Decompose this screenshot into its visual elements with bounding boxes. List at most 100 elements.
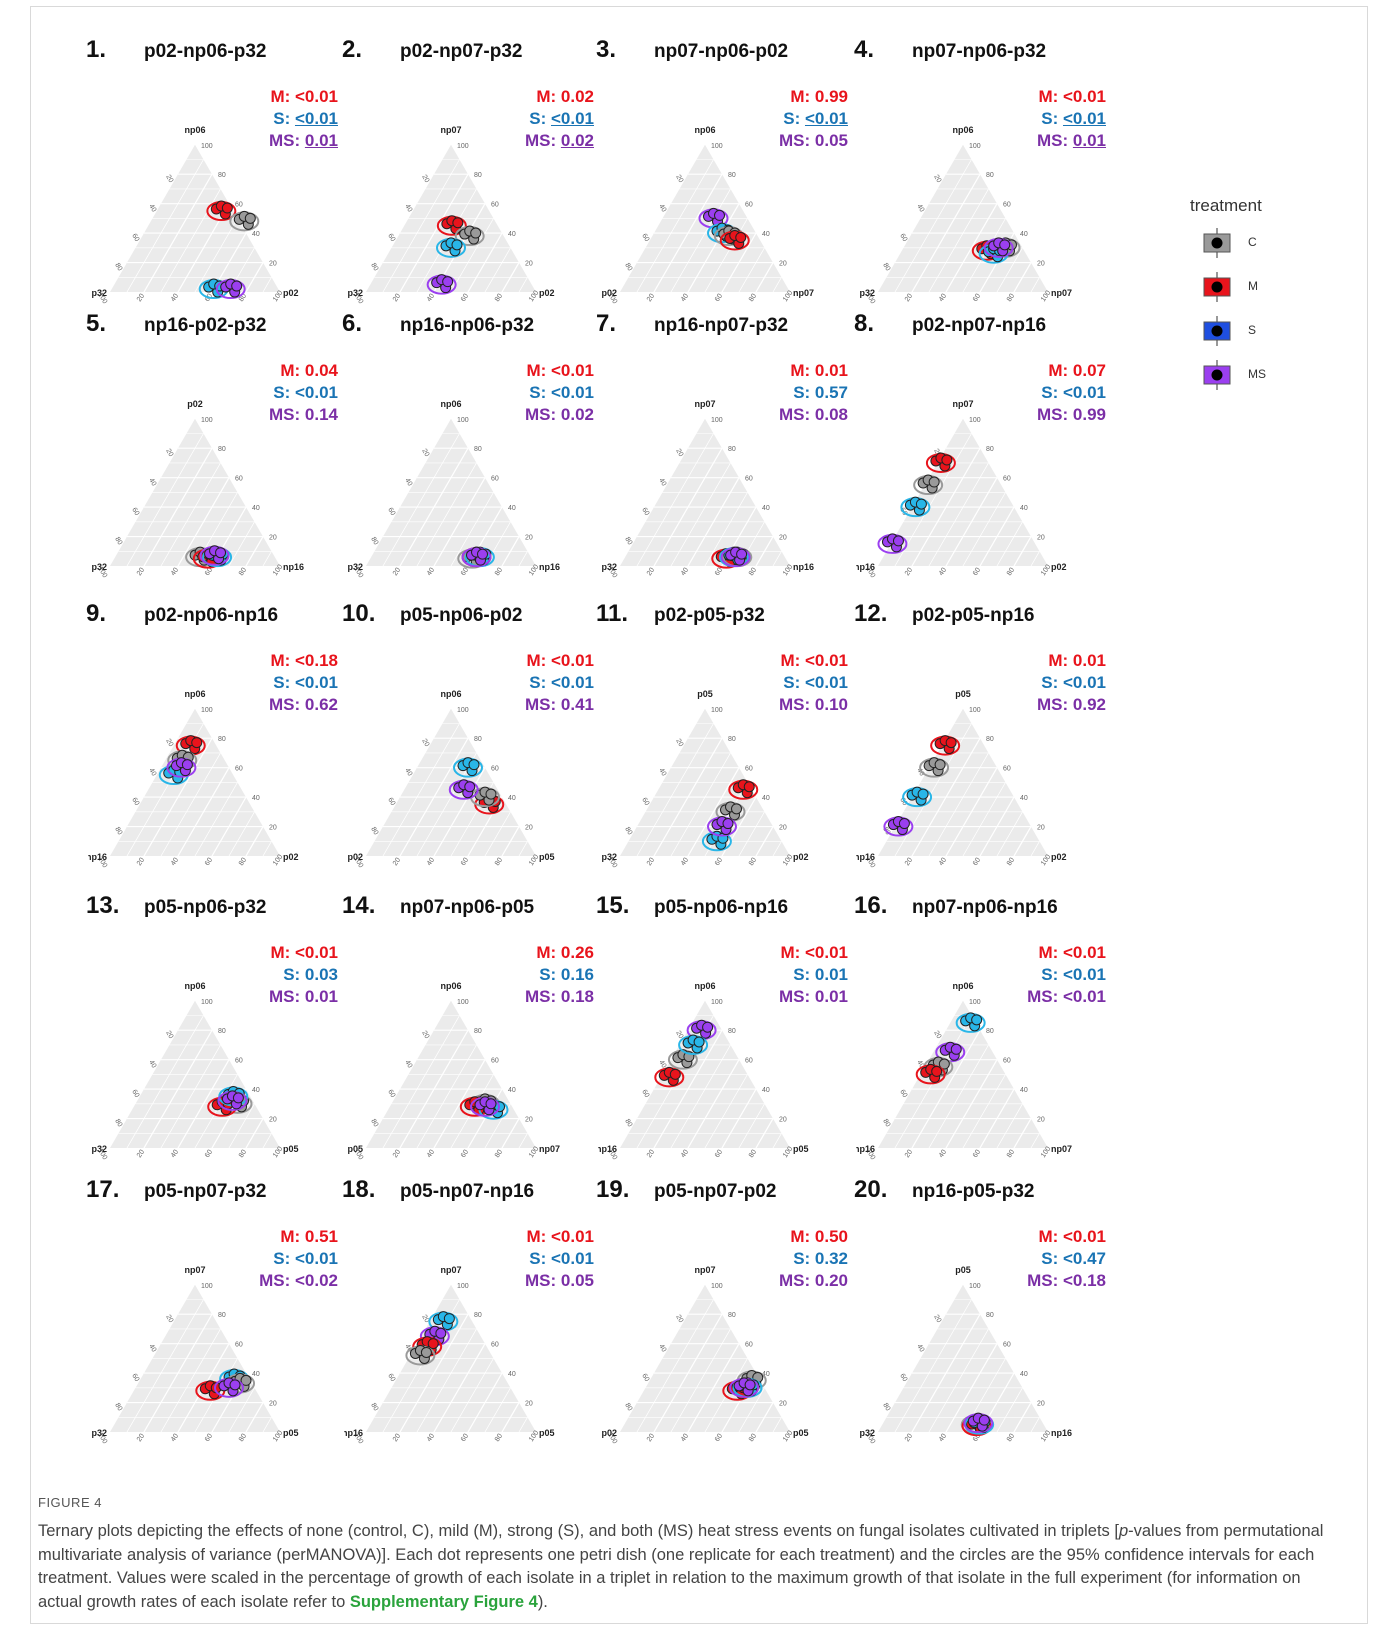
p-value-ms-text: MS: 0.02: [525, 405, 594, 424]
tick-label: 20: [1037, 825, 1045, 832]
grid-line: [518, 1133, 528, 1149]
legend-label: S: [1248, 323, 1257, 337]
grid-line: [399, 447, 469, 567]
p-value-m-text: M: <0.01: [1038, 943, 1106, 962]
permanova-stats: M: <0.01 S: <0.01 MS: 0.41: [525, 650, 594, 716]
tick-label: 40: [657, 203, 667, 213]
ternary-panel: 13. p05-np06-p32 M: <0.01 S: 0.03 MS: 0.01 20…: [86, 892, 338, 1178]
p-value-m: M: 0.01: [1037, 650, 1106, 672]
grid-line: [996, 247, 1023, 293]
tick-label: 20: [646, 293, 656, 303]
p-value-s: S: <0.01: [259, 1248, 338, 1270]
replicate-dot: [244, 212, 256, 224]
tick-label: 40: [657, 767, 667, 777]
grid-line: [721, 1088, 757, 1149]
tick-label: 20: [932, 1030, 942, 1040]
tick-label: 60: [235, 202, 243, 209]
p-value-m: M: <0.01: [1037, 86, 1106, 108]
grid-line: [484, 1103, 511, 1149]
panel-title: np07-np06-p32: [912, 41, 1047, 62]
tick-label: 40: [508, 795, 516, 802]
tick-label: 100: [352, 1432, 364, 1446]
grid-line: [1013, 262, 1032, 293]
vertex-label-right: np16: [793, 562, 814, 572]
p-value-ms: MS: 0.20: [779, 1270, 848, 1292]
tick-label: 60: [714, 293, 724, 303]
p-value-s: S: <0.01: [779, 108, 848, 130]
p-value-s-value: <0.01: [1062, 109, 1106, 128]
tick-label: 60: [640, 797, 650, 807]
tick-label: 40: [1020, 1087, 1028, 1094]
grid-line: [399, 1029, 469, 1149]
tick-label: 20: [525, 825, 533, 832]
tick-label: 40: [508, 505, 516, 512]
grid-line: [177, 203, 230, 293]
tick-label: 60: [460, 1433, 470, 1443]
tick-label: 40: [252, 1371, 260, 1378]
p-value-ms-text: MS: <0.01: [1027, 987, 1106, 1006]
replicate-dot: [941, 454, 953, 466]
tick-label: 100: [352, 856, 364, 870]
tick-label: 100: [711, 417, 723, 424]
p-value-m: M: <0.01: [525, 650, 594, 672]
tick-label: 80: [881, 1118, 891, 1128]
tick-label: 20: [904, 1433, 914, 1443]
tick-label: 20: [779, 261, 787, 268]
vertex-label-left: p32: [347, 562, 363, 572]
tick-label: 80: [623, 262, 633, 272]
tick-label: 80: [238, 1433, 248, 1443]
tick-label: 40: [508, 1371, 516, 1378]
tick-label: 20: [779, 535, 787, 542]
tick-label: 100: [606, 566, 618, 580]
grid-line: [450, 492, 494, 567]
vertex-label-top: np06: [952, 125, 973, 135]
tick-label: 100: [606, 292, 618, 306]
replicate-dot: [743, 781, 755, 793]
tick-label: 40: [403, 767, 413, 777]
grid-line: [911, 173, 981, 293]
vertex-label-top: np06: [440, 981, 461, 991]
panel-number: 16.: [854, 892, 888, 919]
tick-label: 100: [457, 143, 469, 150]
grid-line: [143, 737, 213, 857]
tick-label: 100: [969, 999, 981, 1006]
tick-label: 40: [170, 293, 180, 303]
tick-label: 60: [491, 766, 499, 773]
p-value-m: M: 0.04: [269, 360, 338, 382]
tick-label: 40: [170, 857, 180, 867]
permanova-stats: M: 0.51 S: <0.01 MS: <0.02: [259, 1226, 338, 1292]
tick-label: 80: [728, 1312, 736, 1319]
grid-line: [211, 796, 247, 857]
tick-label: 40: [147, 767, 157, 777]
tick-label: 40: [170, 1433, 180, 1443]
tick-label: 60: [898, 1089, 908, 1099]
p-value-ms: MS: 0.10: [779, 694, 848, 716]
tick-label: 20: [269, 825, 277, 832]
replicate-dot: [702, 1021, 714, 1033]
p-value-s: S: 0.32: [779, 1248, 848, 1270]
ternary-panel: 3. np07-np06-p02 M: 0.99 S: <0.01 MS: 0.05 20…: [596, 36, 848, 322]
tick-label: 40: [915, 203, 925, 213]
supplementary-figure-link[interactable]: Supplementary Figure 4: [349, 1592, 538, 1611]
tick-label: 40: [426, 293, 436, 303]
grid-line: [382, 1015, 460, 1149]
tick-label: 80: [881, 262, 891, 272]
p-value-s-text: S: <0.01: [273, 383, 338, 402]
tick-label: 40: [1020, 505, 1028, 512]
grid-line: [962, 782, 1006, 857]
tick-label: 20: [269, 1117, 277, 1124]
panel-title: np07-np06-np16: [912, 897, 1058, 918]
tick-label: 100: [457, 1283, 469, 1290]
tick-label: 80: [494, 567, 504, 577]
p-value-s-text: S: <0.01: [1041, 673, 1106, 692]
p-value-ms-text: MS: <0.18: [1027, 1271, 1106, 1290]
panel-number: 19.: [596, 1176, 630, 1203]
vertex-label-right: p05: [539, 852, 555, 862]
tick-label: 80: [369, 536, 379, 546]
tick-label: 40: [762, 231, 770, 238]
vertex-label-right: p05: [539, 1428, 555, 1438]
grid-line: [177, 767, 230, 857]
